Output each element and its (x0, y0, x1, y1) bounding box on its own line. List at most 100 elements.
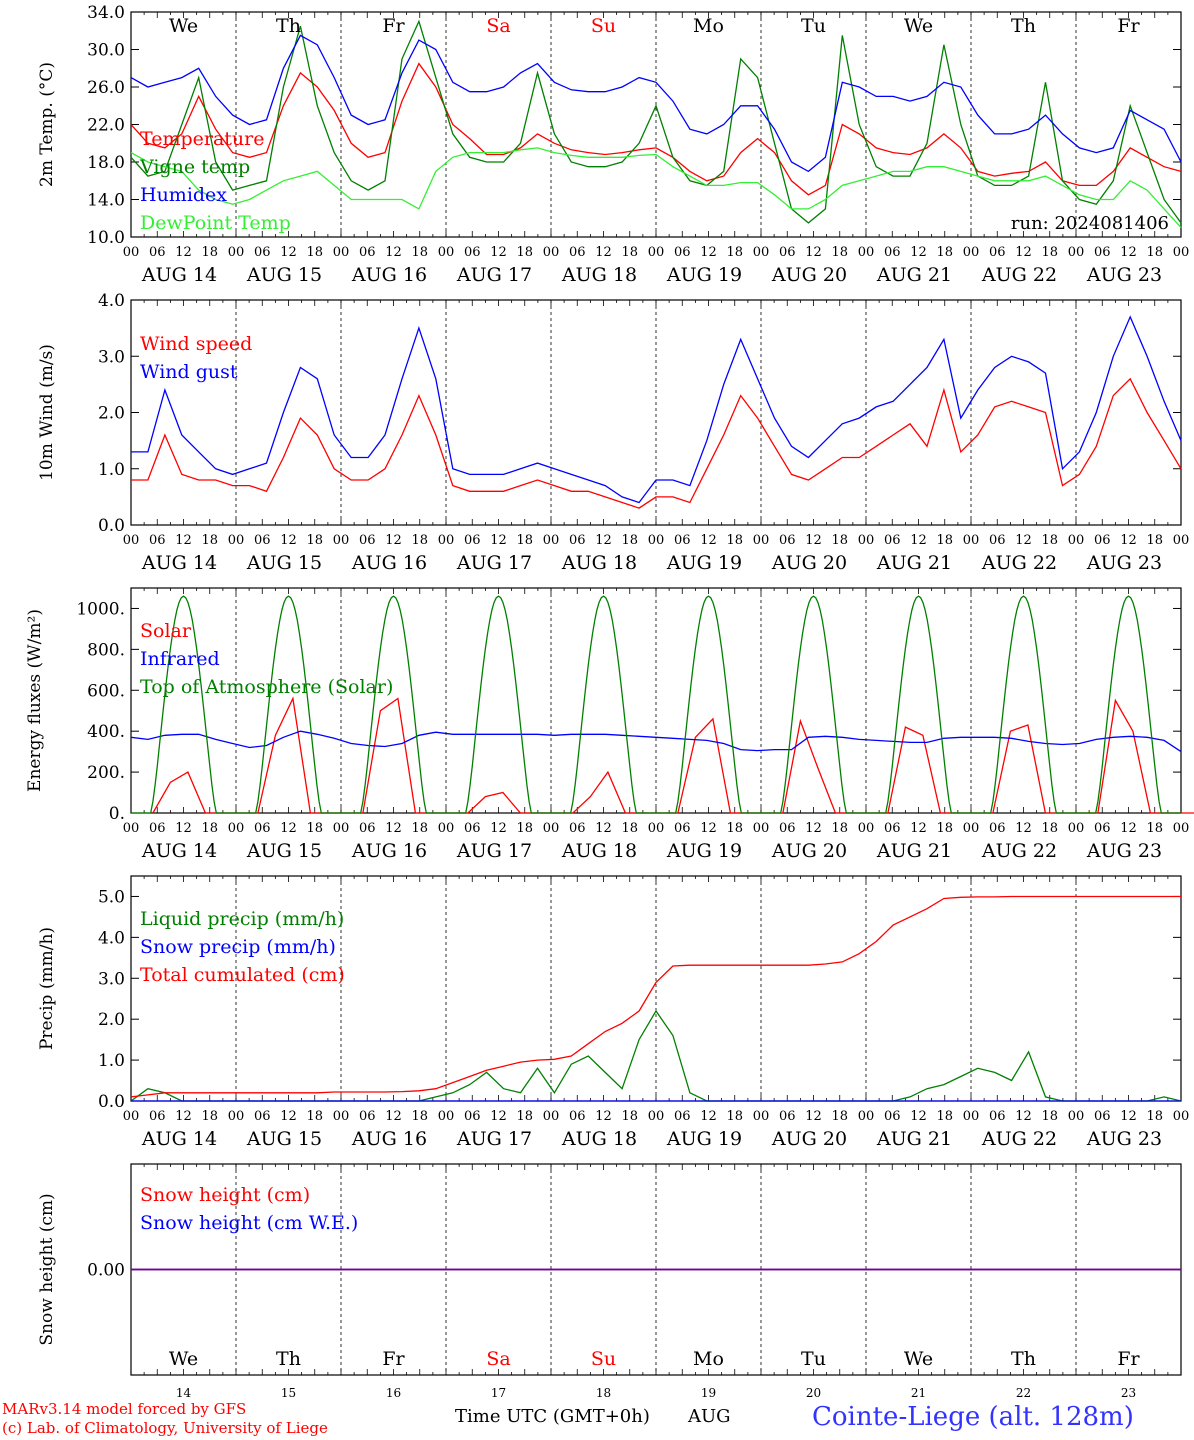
x-hour-label: 12 (1120, 533, 1137, 548)
date-label: AUG 17 (456, 552, 532, 574)
x-hour-label: 00 (648, 821, 665, 836)
x-hour-label: 00 (228, 533, 245, 548)
legend-entry: DewPoint Temp (140, 212, 291, 234)
x-hour-label: 00 (333, 821, 350, 836)
series-wind-speed (131, 377, 1182, 509)
x-hour-label: 00 (963, 533, 980, 548)
x-hour-label: 06 (1094, 821, 1111, 836)
x-hour-label: 00 (228, 245, 245, 260)
x-hour-label: 18 (411, 1109, 428, 1124)
x-hour-label: 12 (385, 821, 402, 836)
x-hour-label: 06 (1094, 245, 1111, 260)
x-hour-label: 12 (805, 1109, 822, 1124)
y-tick-label: 600. (87, 681, 125, 701)
x-hour-label: 12 (1120, 821, 1137, 836)
weekday-label: We (904, 1348, 933, 1370)
panel-frame (130, 11, 1182, 238)
panel-4 (130, 875, 1182, 1102)
y-tick-label: 0.00 (87, 1261, 125, 1281)
x-hour-label: 00 (648, 245, 665, 260)
y-tick-label: 1.0 (98, 1051, 125, 1071)
date-label: AUG 22 (981, 552, 1057, 574)
x-hour-label: 18 (201, 1109, 218, 1124)
date-label: AUG 21 (876, 1128, 952, 1150)
day-number: 18 (596, 1386, 611, 1400)
x-hour-label: 12 (490, 821, 507, 836)
date-label: AUG 20 (771, 840, 847, 862)
x-hour-label: 00 (648, 1109, 665, 1124)
footer-copyright: (c) Lab. of Climatology, University of L… (2, 1419, 328, 1437)
x-hour-label: 18 (831, 533, 848, 548)
series-infrared (130, 730, 1182, 753)
x-hour-label: 18 (936, 821, 953, 836)
x-hour-label: 06 (569, 533, 586, 548)
date-label: AUG 20 (771, 264, 847, 286)
series-dewpoint-temp (130, 147, 1182, 229)
legend-entry: Solar (140, 620, 192, 642)
x-hour-label: 18 (936, 245, 953, 260)
x-hour-label: 00 (438, 1109, 455, 1124)
x-hour-label: 12 (490, 1109, 507, 1124)
x-hour-label: 06 (149, 533, 166, 548)
x-hour-label: 00 (333, 533, 350, 548)
x-hour-label: 12 (700, 245, 717, 260)
date-label: AUG 18 (561, 552, 637, 574)
x-hour-label: 06 (569, 1109, 586, 1124)
x-hour-label: 12 (805, 533, 822, 548)
x-hour-label: 00 (123, 533, 140, 548)
x-hour-label: 18 (516, 1109, 533, 1124)
x-hour-label: 00 (648, 533, 665, 548)
weekday-label: Fr (1117, 1348, 1140, 1370)
weekday-label: Mo (693, 15, 724, 37)
weekday-label: Fr (1117, 15, 1140, 37)
date-label: AUG 23 (1086, 840, 1162, 862)
date-label: AUG 16 (351, 1128, 427, 1150)
y-axis-label: 2m Temp. (°C) (37, 62, 57, 187)
y-tick-label: 200. (87, 763, 125, 783)
x-hour-label: 12 (1015, 245, 1032, 260)
x-hour-label: 00 (1068, 533, 1085, 548)
date-label: AUG 18 (561, 1128, 637, 1150)
date-label: AUG 21 (876, 840, 952, 862)
series-vigne-temp (130, 19, 1182, 224)
y-tick-label: 0. (109, 804, 125, 824)
x-hour-label: 12 (700, 533, 717, 548)
panel-2 (130, 299, 1182, 526)
x-hour-label: 12 (280, 245, 297, 260)
x-hour-label: 18 (306, 245, 323, 260)
date-label: AUG 19 (666, 264, 742, 286)
x-hour-label: 18 (201, 245, 218, 260)
x-hour-label: 12 (280, 533, 297, 548)
x-hour-label: 06 (989, 245, 1006, 260)
x-hour-label: 00 (228, 1109, 245, 1124)
x-hour-label: 12 (175, 245, 192, 260)
y-tick-label: 400. (87, 722, 125, 742)
date-label: AUG 18 (561, 840, 637, 862)
x-hour-label: 06 (254, 821, 271, 836)
x-hour-label: 18 (1041, 533, 1058, 548)
x-hour-label: 18 (726, 1109, 743, 1124)
x-hour-label: 18 (1146, 821, 1163, 836)
date-label: AUG 15 (246, 264, 322, 286)
x-hour-label: 06 (149, 1109, 166, 1124)
y-tick-label: 14.0 (87, 191, 125, 211)
x-hour-label: 06 (989, 821, 1006, 836)
weekday-label: We (904, 15, 933, 37)
x-hour-label: 00 (858, 245, 875, 260)
date-label: AUG 17 (456, 264, 532, 286)
x-hour-label: 12 (1120, 245, 1137, 260)
x-hour-label: 06 (149, 245, 166, 260)
x-hour-label: 06 (779, 821, 796, 836)
x-hour-label: 06 (569, 821, 586, 836)
panel-frame (130, 587, 1182, 814)
x-hour-label: 18 (306, 1109, 323, 1124)
x-hour-label: 00 (858, 821, 875, 836)
y-tick-label: 1.0 (98, 460, 125, 480)
date-label: AUG 18 (561, 264, 637, 286)
x-hour-label: 12 (385, 1109, 402, 1124)
y-tick-label: 1000. (76, 599, 125, 619)
date-label: AUG 15 (246, 552, 322, 574)
x-hour-label: 06 (989, 533, 1006, 548)
y-tick-label: 34.0 (87, 3, 125, 23)
weekday-label: Su (591, 1348, 616, 1370)
